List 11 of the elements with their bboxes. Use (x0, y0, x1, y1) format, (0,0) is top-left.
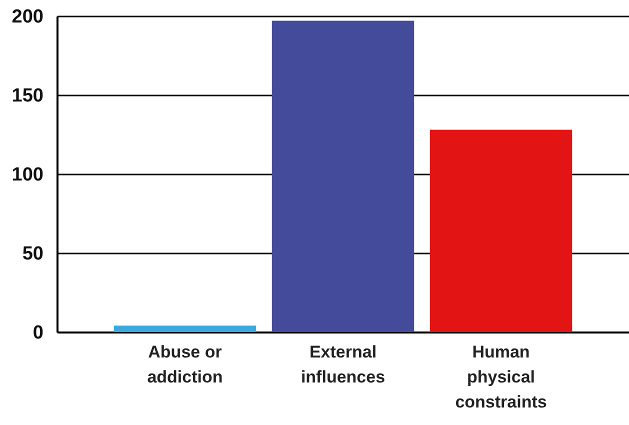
x-tick-label: External influences (300, 342, 386, 386)
x-tick-label: Abuse or addiction (147, 342, 223, 386)
bar (272, 20, 414, 332)
y-tick-label: 50 (22, 244, 44, 264)
x-tick-label: Human physical constraints (455, 342, 547, 412)
bar (430, 130, 572, 332)
y-tick-label: 200 (12, 6, 44, 28)
y-tick-label: 0 (32, 322, 44, 344)
bar (114, 326, 256, 332)
y-tick-label: 150 (12, 86, 44, 106)
y-tick-label: 100 (12, 164, 44, 186)
